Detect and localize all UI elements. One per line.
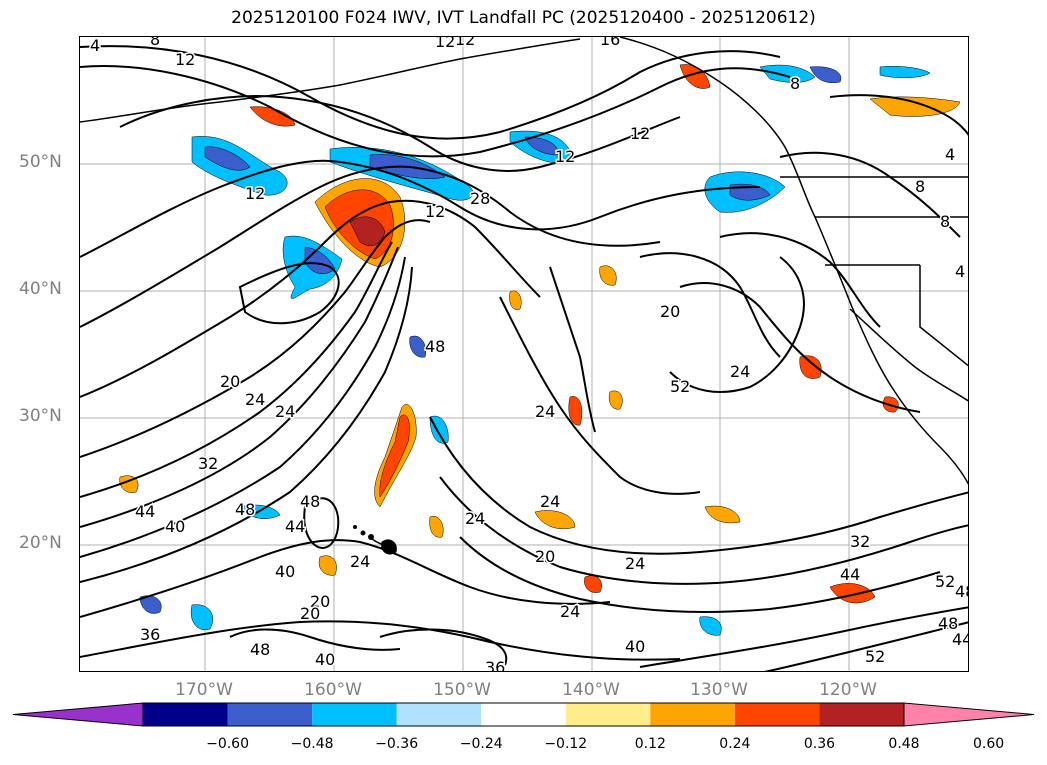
contour-label: 36 (485, 658, 505, 672)
contour-label: 24 (535, 402, 555, 421)
contour-label: 36 (140, 625, 160, 644)
contour-label: 44 (135, 502, 155, 521)
contour-label: 24 (275, 402, 295, 421)
contour-label: 12 (425, 202, 445, 221)
colorbar-segment (819, 703, 904, 726)
contour-label: 20 (535, 547, 555, 566)
colorbar (12, 702, 1035, 727)
contour-label: 44 (840, 565, 860, 584)
lat-label-40n: 40°N (19, 279, 62, 299)
contour-label: 20 (220, 372, 240, 391)
contour-label: 4 (945, 145, 955, 164)
contour-label: 48 (300, 492, 320, 511)
contour-label: 24 (540, 492, 560, 511)
colorbar-segment (227, 703, 313, 726)
coastline (80, 37, 968, 547)
contour-label: 8 (940, 212, 950, 231)
colorbar-tick-label: 0.12 (634, 736, 666, 752)
colorbar-segment (734, 703, 820, 726)
contour-label: 20 (660, 302, 680, 321)
colorbar-extend-high (903, 702, 1035, 727)
contour-label: 32 (198, 454, 218, 473)
contour-label: 48 (938, 614, 958, 633)
contour-label: 32 (850, 532, 870, 551)
lon-label-140w: 140°W (562, 680, 620, 700)
contour-label: 4 (90, 37, 100, 55)
colorbar-tick-label: −0.12 (544, 736, 588, 752)
colorbar-tick-label: 0.60 (972, 736, 1005, 752)
lon-label-120w: 120°W (819, 680, 877, 700)
contour-label: 24 (560, 602, 580, 621)
colorbar-tick-label: −0.48 (290, 736, 334, 752)
colorbar-tick-label: 0.36 (803, 736, 836, 752)
contour-label: 24 (465, 509, 485, 528)
colorbar-outline (142, 702, 905, 727)
map-frame[interactable]: 4 8 12 16 12 12 8 12 12 28 12 12 4 8 20 24 24 20 24 24 48 32 4… (79, 36, 969, 672)
contour-label: 20 (300, 604, 320, 623)
contour-label: 24 (245, 390, 265, 409)
contour-label: 40 (165, 517, 185, 536)
contour-label: 4 (955, 262, 965, 281)
contour-label: 40 (275, 562, 295, 581)
lon-label-150w: 150°W (433, 680, 491, 700)
colorbar-extend-low (12, 702, 144, 727)
contour-label: 12 (630, 124, 650, 143)
contour-label: 44 (285, 517, 305, 536)
graticule (80, 37, 968, 671)
contour-label: 20 (310, 592, 330, 611)
lon-label-170w: 170°W (175, 680, 233, 700)
contour-label: 52 (935, 572, 955, 591)
contour-label: 12 (435, 37, 455, 51)
contour-label: 40 (625, 637, 645, 656)
colorbar-tick-label: −0.36 (375, 736, 419, 752)
contour-label: 12 (245, 184, 265, 203)
contour-label: 24 (350, 552, 370, 571)
colorbar-segment (312, 703, 397, 726)
contour-label: 44 (952, 630, 969, 649)
contour-label: 12 (455, 37, 475, 49)
contour-label: 48 (235, 500, 255, 519)
colorbar-segment (396, 703, 482, 726)
iwv-contours (80, 45, 968, 671)
contour-label: 48 (955, 582, 969, 601)
contour-label: 8 (150, 37, 160, 49)
contour-label: 12 (555, 147, 575, 166)
colorbar-tick-label: 0.24 (719, 736, 751, 752)
colorbar-segment (143, 703, 228, 726)
contour-label: 24 (625, 554, 645, 573)
map-title: 2025120100 F024 IWV, IVT Landfall PC (20… (231, 8, 816, 28)
colorbar-segment (650, 703, 735, 726)
contour-label: 28 (470, 189, 490, 208)
contour-label: 52 (865, 647, 885, 666)
contour-label: 48 (250, 640, 270, 659)
colorbar-tick-label: −0.60 (206, 736, 249, 752)
colorbar-tick-label: −0.24 (459, 736, 503, 752)
lon-label-130w: 130°W (690, 680, 748, 700)
lon-label-160w: 160°W (304, 680, 362, 700)
contour-label: 40 (315, 650, 335, 669)
lat-label-30n: 30°N (19, 406, 62, 426)
contour-label: 8 (790, 74, 800, 93)
colorbar-segment (481, 703, 566, 726)
hawaii-islands (353, 525, 397, 555)
contour-label: 48 (425, 337, 445, 356)
colorbar-segment (565, 703, 651, 726)
contour-label: 12 (175, 50, 195, 69)
lat-label-50n: 50°N (19, 152, 62, 172)
contour-label: 52 (670, 377, 690, 396)
contour-label: 8 (915, 177, 925, 196)
contour-label: 24 (730, 362, 750, 381)
colorbar-tick-label: 0.48 (888, 736, 920, 752)
lat-label-20n: 20°N (19, 533, 62, 553)
contour-label: 16 (600, 37, 620, 49)
